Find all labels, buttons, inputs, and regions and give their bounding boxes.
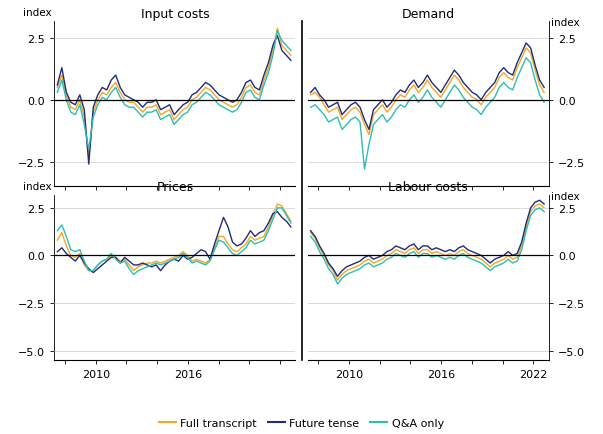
- Y-axis label: index: index: [24, 8, 52, 18]
- Title: Prices: Prices: [156, 181, 194, 194]
- Title: Demand: Demand: [402, 7, 455, 20]
- Y-axis label: index: index: [551, 192, 579, 202]
- Title: Labour costs: Labour costs: [388, 181, 468, 194]
- Y-axis label: index: index: [551, 18, 579, 28]
- Title: Input costs: Input costs: [140, 7, 209, 20]
- Legend: Full transcript, Future tense, Q&A only: Full transcript, Future tense, Q&A only: [155, 414, 448, 433]
- Y-axis label: index: index: [24, 182, 52, 192]
